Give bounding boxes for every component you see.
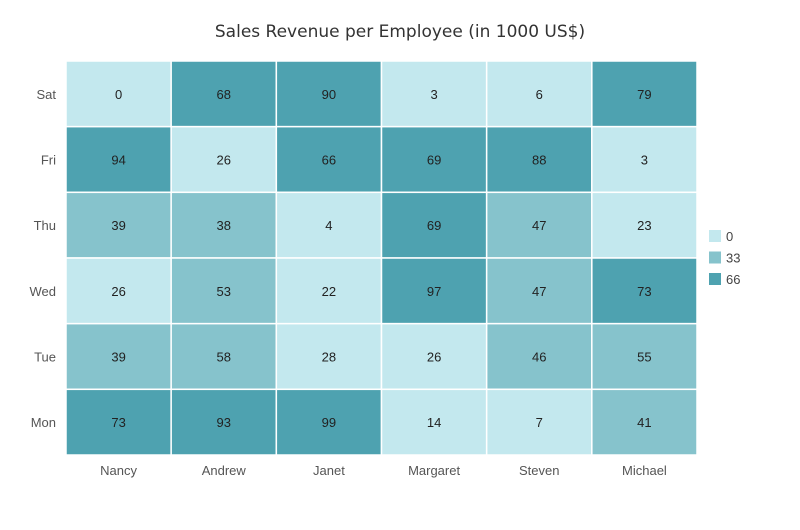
cell-value-label: 66 [322, 153, 336, 168]
heatmap-cell [65, 191, 172, 259]
chart-title: Sales Revenue per Employee (in 1000 US$) [214, 22, 586, 42]
cell-value-label: 26 [217, 153, 231, 168]
cell-value-label: 39 [111, 218, 125, 233]
cell-value-label: 47 [532, 218, 546, 233]
x-tick-label: Steven [519, 463, 559, 478]
cell-value-label: 73 [637, 284, 651, 299]
cell-value-label: 93 [217, 415, 231, 430]
cell-value-label: 39 [111, 350, 125, 365]
cell-value-label: 0 [115, 87, 122, 102]
heatmap-cell [380, 322, 488, 391]
cell-value-label: 69 [427, 153, 441, 168]
cell-value-label: 73 [111, 415, 125, 430]
x-tick-label: Michael [622, 463, 667, 478]
legend-swatch [709, 273, 721, 285]
heatmap-cell [380, 257, 488, 325]
cell-value-label: 94 [111, 153, 125, 168]
cell-value-label: 38 [217, 218, 231, 233]
heatmap-cell [591, 191, 698, 259]
cell-value-label: 55 [637, 350, 651, 365]
heatmap-cell [275, 125, 383, 194]
x-tick-label: Andrew [202, 463, 247, 478]
heatmap-cell [170, 191, 278, 259]
heatmap-cell [170, 388, 278, 456]
y-tick-label: Sat [36, 87, 56, 102]
y-tick-label: Wed [30, 284, 57, 299]
heatmap-cell [591, 60, 698, 128]
y-tick-label: Thu [34, 218, 56, 233]
legend-swatch [709, 230, 721, 242]
y-axis: Sat Fri Thu Wed Tue Mon [30, 87, 57, 430]
legend: 0 33 66 [709, 229, 740, 287]
cell-value-label: 23 [637, 218, 651, 233]
legend-swatch [709, 251, 721, 264]
cell-value-label: 28 [322, 350, 336, 365]
heatmap-cells: 0 68 90 3 6 79 94 26 66 69 88 3 39 38 4 69 47 23 26 53 22 97 4… [65, 60, 698, 456]
cell-value-label: 26 [427, 350, 441, 365]
cell-value-label: 68 [217, 87, 231, 102]
x-tick-label: Nancy [100, 463, 137, 478]
heatmap-cell [65, 125, 172, 194]
cell-value-label: 90 [322, 87, 336, 102]
x-axis: Nancy Andrew Janet Margaret Steven Michael [100, 463, 667, 478]
y-tick-label: Fri [41, 153, 56, 168]
heatmap-cell [591, 125, 698, 194]
cell-value-label: 7 [536, 415, 543, 430]
cell-value-label: 58 [217, 350, 231, 365]
cell-value-label: 26 [111, 284, 125, 299]
heatmap-cell [65, 257, 172, 325]
y-tick-label: Mon [31, 415, 56, 430]
heatmap-cell [65, 388, 172, 456]
cell-value-label: 46 [532, 350, 546, 365]
cell-value-label: 6 [536, 87, 543, 102]
legend-label: 66 [726, 272, 740, 287]
heatmap-cell [275, 388, 383, 456]
cell-value-label: 53 [217, 284, 231, 299]
cell-value-label: 3 [430, 87, 437, 102]
heatmap-cell [275, 191, 383, 259]
heatmap-cell [380, 388, 488, 456]
cell-value-label: 4 [325, 218, 332, 233]
x-tick-label: Margaret [408, 463, 460, 478]
heatmap-cell [275, 322, 383, 391]
y-tick-label: Tue [34, 350, 56, 365]
cell-value-label: 99 [322, 415, 336, 430]
legend-label: 33 [726, 251, 740, 266]
heatmap-cell [591, 388, 698, 456]
heatmap-cell [591, 257, 698, 325]
cell-value-label: 22 [322, 284, 336, 299]
cell-value-label: 14 [427, 415, 441, 430]
heatmap-cell [485, 125, 593, 194]
heatmap-cell [485, 322, 593, 391]
x-tick-label: Janet [313, 463, 345, 478]
heatmap-cell [485, 60, 593, 128]
cell-value-label: 47 [532, 284, 546, 299]
cell-value-label: 88 [532, 153, 546, 168]
heatmap-cell [170, 125, 278, 194]
cell-value-label: 69 [427, 218, 441, 233]
cell-value-label: 41 [637, 415, 651, 430]
cell-value-label: 97 [427, 284, 441, 299]
cell-value-label: 79 [637, 87, 651, 102]
legend-label: 0 [726, 229, 733, 244]
cell-value-label: 3 [641, 153, 648, 168]
heatmap-cell [65, 322, 172, 391]
